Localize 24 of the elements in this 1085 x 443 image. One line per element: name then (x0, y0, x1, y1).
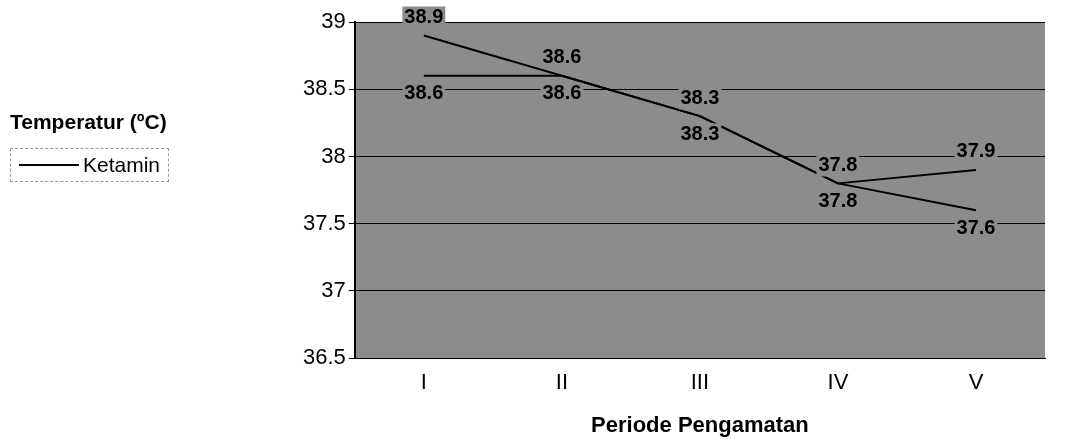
legend-label: Ketamin (83, 153, 161, 177)
y-tick-label: 38 (321, 142, 346, 168)
y-tick-label: 37.5 (302, 209, 346, 235)
data-label: 37.8 (818, 152, 858, 175)
data-label: 38.6 (542, 45, 582, 68)
x-tick-label: III (690, 369, 710, 395)
x-tick-label: V (968, 369, 984, 395)
x-tick-label: II (555, 369, 568, 395)
data-label: 37.9 (956, 139, 996, 162)
data-label: 38.9 (404, 4, 444, 27)
data-label: 38.6 (404, 81, 444, 104)
y-tick-label: 37 (321, 277, 346, 303)
x-tick-label: IV (827, 369, 849, 395)
legend-title: Temperatur (ºC) (10, 110, 168, 134)
data-label: 38.3 (680, 121, 720, 144)
x-tick-label: I (420, 369, 427, 395)
y-tick-label: 36.5 (302, 344, 346, 370)
data-label: 38.6 (542, 81, 582, 104)
data-label: 38.3 (680, 85, 720, 108)
y-tick-label: 38.5 (302, 75, 346, 101)
data-label: 37.6 (956, 215, 996, 238)
x-axis-title: Periode Pengamatan (591, 411, 809, 437)
y-tick-label: 39 (321, 8, 346, 34)
data-label: 37.8 (818, 188, 858, 211)
